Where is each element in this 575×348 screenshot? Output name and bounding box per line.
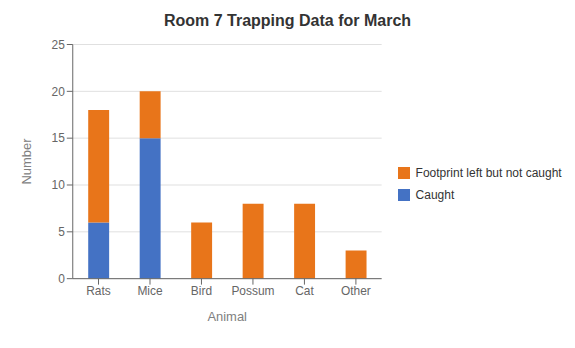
svg-text:Possum: Possum (231, 284, 274, 298)
svg-text:25: 25 (52, 38, 66, 52)
svg-text:10: 10 (52, 178, 66, 192)
html-text:Caught: Caught (415, 188, 455, 202)
html-text:Room 7 Trapping Data for March: Room 7 Trapping Data for March (163, 12, 412, 29)
svg-text:20: 20 (52, 85, 66, 99)
svg-text:Rats: Rats (86, 284, 111, 298)
svg-text:Number: Number (19, 138, 34, 185)
svg-text:Mice: Mice (137, 284, 163, 298)
svg-text:5: 5 (58, 225, 65, 239)
svg-text:15: 15 (52, 131, 66, 145)
html-text:Footprint left but not caught: Footprint left but not caught (415, 166, 562, 180)
svg-text:Bird: Bird (191, 284, 212, 298)
svg-text:Cat: Cat (295, 284, 314, 298)
svg-text:Other: Other (341, 284, 371, 298)
svg-text:Animal: Animal (207, 310, 247, 325)
svg-text:0: 0 (58, 272, 65, 286)
